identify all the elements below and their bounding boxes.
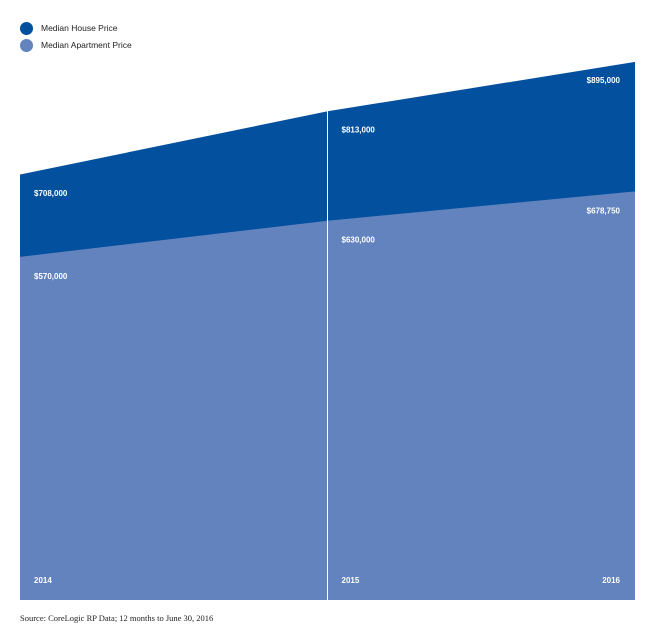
data-label-apartment-2015: $630,000 [342,236,376,245]
legend-swatch-house [20,21,33,35]
data-label-apartment-2014: $570,000 [34,272,68,281]
x-tick-label-2014: 2014 [34,576,52,585]
data-label-apartment-2016: $678,750 [587,206,621,215]
legend-item-house: Median House Price [20,20,132,36]
data-label-house-2016: $895,000 [587,76,621,85]
series-edge-house [19,60,636,175]
legend: Median House Price Median Apartment Pric… [20,20,132,54]
legend-label-house: Median House Price [41,23,118,33]
legend-swatch-apartment [20,38,33,52]
x-tick-label-2015: 2015 [342,576,360,585]
source-note: Source: CoreLogic RP Data; 12 months to … [20,613,214,623]
x-tick-label-2016: 2016 [602,576,620,585]
data-label-house-2014: $708,000 [34,189,68,198]
legend-label-apartment: Median Apartment Price [41,40,132,50]
legend-item-apartment: Median Apartment Price [20,37,132,53]
data-label-house-2015: $813,000 [342,126,376,135]
